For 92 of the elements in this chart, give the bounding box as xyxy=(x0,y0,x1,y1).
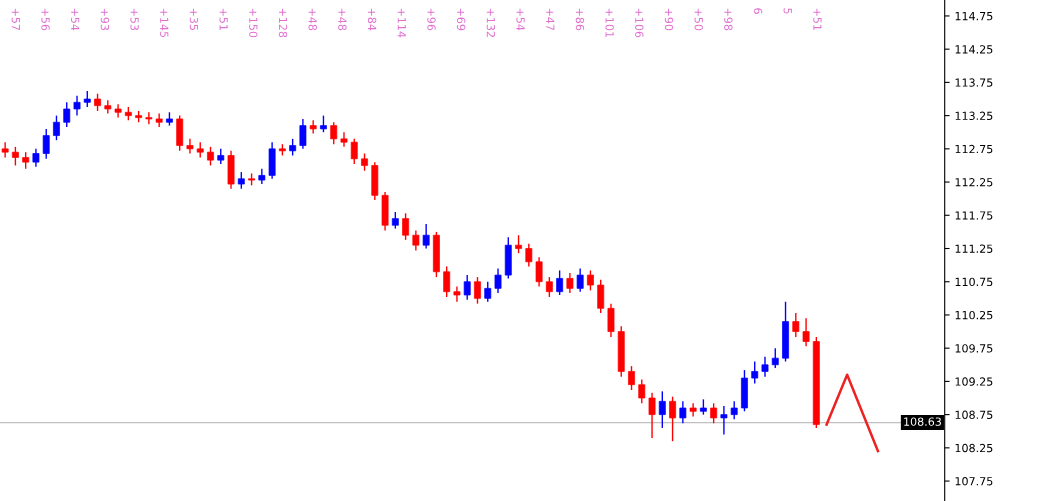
y-tick-label: 114.75 xyxy=(955,12,993,21)
annotation: +50 xyxy=(694,8,703,31)
candlestick xyxy=(63,101,71,128)
y-tick-label: 113.25 xyxy=(955,111,993,120)
candlestick xyxy=(648,391,656,439)
candlestick xyxy=(463,274,471,301)
annotation: 5 xyxy=(783,8,792,14)
annotation: +128 xyxy=(278,8,288,38)
candlestick xyxy=(638,378,646,405)
candlestick xyxy=(669,395,677,442)
y-tick-label: 114.25 xyxy=(955,45,993,54)
candlestick xyxy=(42,128,50,160)
annotation: +86 xyxy=(575,8,585,31)
annotation: +48 xyxy=(308,8,317,31)
annotation: +48 xyxy=(338,8,347,31)
candlestick xyxy=(422,223,430,250)
annotation: 6 xyxy=(753,8,763,14)
annotation: +93 xyxy=(100,8,110,31)
annotation: +57 xyxy=(11,8,20,31)
candlestick xyxy=(792,312,800,338)
candlestick xyxy=(340,131,348,148)
annotation: +84 xyxy=(367,8,377,31)
annotation: +145 xyxy=(160,8,169,38)
candlestick xyxy=(53,114,60,141)
candlestick xyxy=(309,119,317,135)
candlestick xyxy=(494,267,502,294)
candlestick xyxy=(587,269,594,292)
y-tick-label: 110.75 xyxy=(955,277,993,287)
candlestick xyxy=(556,269,564,296)
candlestick xyxy=(114,103,122,119)
candlestick xyxy=(607,302,615,338)
candlestick xyxy=(566,272,574,294)
candlestick xyxy=(350,138,358,165)
annotation: +150 xyxy=(249,8,258,38)
candlestick xyxy=(484,281,492,303)
candlestick xyxy=(710,402,718,424)
annotation: +51 xyxy=(219,8,228,30)
candlestick xyxy=(576,267,584,293)
y-tick-label: 110.25 xyxy=(955,310,993,320)
candlestick xyxy=(443,265,451,298)
candlestick xyxy=(679,400,687,424)
candlestick xyxy=(658,390,666,429)
y-tick-label: 111.25 xyxy=(955,244,993,253)
y-tick-label: 109.25 xyxy=(955,377,993,386)
candlestick xyxy=(299,118,307,150)
candlestick xyxy=(207,146,214,167)
candlestick xyxy=(545,276,553,298)
annotation: +56 xyxy=(41,8,50,31)
ref-line-label: 108.63 xyxy=(904,417,941,426)
candlestick xyxy=(771,347,779,369)
annotation: +98 xyxy=(724,8,733,31)
annotation: +132 xyxy=(486,8,496,37)
y-tick-label: 108.25 xyxy=(955,443,993,453)
y-tick-label: 112.75 xyxy=(955,144,993,154)
y-tick-label: 109.75 xyxy=(955,344,993,353)
candlestick xyxy=(720,405,728,436)
candlestick xyxy=(802,317,810,347)
candlestick xyxy=(104,99,112,115)
annotation: +101 xyxy=(605,8,614,38)
candlestick xyxy=(11,146,19,167)
annotation: +114 xyxy=(397,8,406,38)
y-tick-label: 113.75 xyxy=(955,78,993,87)
candlestick xyxy=(73,94,81,117)
annotation: +51 xyxy=(813,8,822,30)
candlestick xyxy=(453,285,461,303)
candlestick xyxy=(535,256,543,288)
annotation: +106 xyxy=(635,8,644,38)
y-tick-label: 112.25 xyxy=(955,178,993,187)
candlestick xyxy=(145,111,153,125)
candlestick xyxy=(412,229,420,252)
candlestick xyxy=(1,141,9,159)
annotation: +54 xyxy=(71,8,80,31)
annotation: +54 xyxy=(516,8,525,31)
candlestick xyxy=(689,402,697,418)
candlestick xyxy=(751,360,759,385)
candlestick xyxy=(761,356,769,378)
y-tick-label: 111.75 xyxy=(955,211,993,220)
annotation: +47 xyxy=(546,8,555,31)
annotation: +53 xyxy=(130,8,139,31)
annotation: +90 xyxy=(664,8,674,31)
candlestick xyxy=(330,121,338,145)
annotation: +96 xyxy=(427,8,436,31)
candlestick xyxy=(525,243,533,268)
candlestick xyxy=(402,212,410,241)
candlestick xyxy=(474,276,481,305)
y-tick-label: 108.75 xyxy=(955,410,993,419)
candlestick xyxy=(597,279,605,314)
candlestick xyxy=(628,365,635,391)
annotation: +35 xyxy=(189,8,199,30)
candlestick xyxy=(186,138,194,155)
annotation: +69 xyxy=(456,8,466,31)
y-tick-label: 107.75 xyxy=(955,477,993,486)
